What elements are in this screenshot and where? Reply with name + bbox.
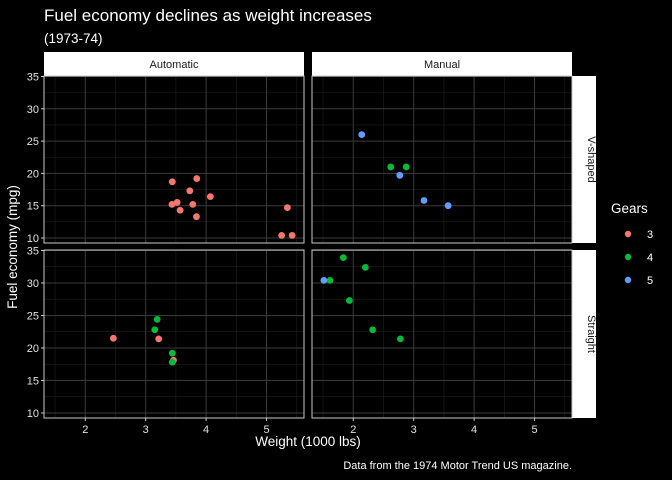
data-point-gear-3 bbox=[168, 200, 176, 208]
data-point-gear-5 bbox=[358, 131, 366, 139]
panel-background bbox=[44, 250, 304, 418]
data-point-gear-3 bbox=[176, 206, 184, 214]
data-point-gear-3 bbox=[186, 187, 194, 195]
y-tick-label: 30 bbox=[27, 278, 39, 290]
data-point-gear-4 bbox=[345, 297, 353, 304]
data-point-gear-3 bbox=[278, 232, 286, 239]
data-point-gear-4 bbox=[168, 349, 176, 357]
data-point-gear-4 bbox=[361, 263, 369, 271]
y-tick-label: 20 bbox=[27, 168, 39, 180]
y-tick-label: 25 bbox=[27, 136, 39, 148]
data-point-gear-3 bbox=[193, 213, 200, 221]
facet-strip-straight bbox=[572, 250, 596, 418]
chart-subtitle: (1973-74) bbox=[44, 31, 103, 46]
panel-background bbox=[312, 250, 572, 418]
panels: Automatic ManualV-shapedStraight101520253… bbox=[27, 52, 597, 436]
data-point-gear-5 bbox=[420, 197, 428, 204]
y-axis-title: Fuel economy (mpg) bbox=[5, 185, 20, 309]
legend-key-5 bbox=[624, 276, 632, 284]
y-tick-label: 10 bbox=[27, 408, 39, 420]
facet-strip-automatic bbox=[44, 52, 304, 76]
data-point-gear-3 bbox=[109, 334, 117, 342]
legend: 3 4 5 bbox=[624, 229, 653, 287]
data-point-gear-3 bbox=[189, 200, 197, 208]
facet-strip-v-shaped bbox=[572, 76, 596, 243]
panel-background bbox=[312, 76, 572, 243]
data-point-gear-5 bbox=[320, 276, 328, 284]
panel-manual-v-shaped bbox=[311, 75, 573, 244]
y-tick-label: 10 bbox=[27, 233, 39, 245]
data-point-gear-3 bbox=[155, 335, 163, 343]
data-point-gear-3 bbox=[206, 193, 214, 201]
x-tick-label: 5 bbox=[531, 424, 537, 436]
panel-border bbox=[311, 249, 573, 419]
legend-key-4 bbox=[624, 253, 632, 261]
data-point-gear-4 bbox=[369, 326, 377, 334]
facet-strip-label: Automatic bbox=[150, 59, 199, 71]
facet-strip-label: Straight bbox=[585, 315, 597, 353]
panel-border bbox=[43, 249, 305, 419]
facet-strip-label: V-shaped bbox=[585, 136, 597, 182]
x-tick-label: 3 bbox=[143, 424, 149, 436]
x-tick-label: 5 bbox=[263, 424, 269, 436]
y-tick-label: 35 bbox=[27, 71, 39, 83]
legend-key-3 bbox=[624, 230, 632, 238]
data-point-gear-5 bbox=[444, 202, 452, 210]
y-tick-label: 30 bbox=[27, 104, 39, 116]
legend-label-5: 5 bbox=[647, 275, 653, 287]
legend-label-3: 3 bbox=[647, 229, 653, 241]
data-point-gear-4 bbox=[168, 358, 176, 366]
data-point-gear-3 bbox=[193, 175, 201, 182]
panel-border bbox=[311, 75, 573, 244]
data-point-gear-5 bbox=[396, 171, 404, 179]
y-tick-label: 15 bbox=[27, 201, 39, 213]
data-point-gear-4 bbox=[339, 254, 347, 262]
x-tick-label: 2 bbox=[82, 424, 88, 436]
data-point-gear-4 bbox=[326, 276, 334, 284]
x-tick-label: 4 bbox=[471, 424, 477, 436]
chart-caption: Data from the 1974 Motor Trend US magazi… bbox=[343, 460, 572, 472]
data-point-gear-3 bbox=[283, 204, 291, 212]
panel-background bbox=[44, 76, 304, 243]
data-point-gear-3 bbox=[168, 178, 176, 186]
data-point-gear-4 bbox=[151, 326, 159, 334]
legend-label-4: 4 bbox=[647, 252, 653, 264]
x-axis-title: Weight (1000 lbs) bbox=[255, 434, 361, 449]
y-tick-label: 20 bbox=[27, 343, 39, 355]
facet-strip-label: Manual bbox=[424, 59, 460, 71]
data-point-gear-4 bbox=[396, 335, 404, 343]
data-point-gear-4 bbox=[153, 315, 161, 323]
y-tick-label: 15 bbox=[27, 375, 39, 387]
y-tick-label: 25 bbox=[27, 310, 39, 322]
data-point-gear-3 bbox=[288, 232, 296, 239]
data-point-gear-4 bbox=[387, 163, 395, 171]
legend-title: Gears bbox=[611, 201, 648, 216]
x-tick-label: 2 bbox=[350, 424, 356, 436]
chart-title: Fuel economy declines as weight increase… bbox=[44, 6, 372, 25]
data-point-gear-4 bbox=[402, 163, 410, 171]
facet-strip-manual bbox=[312, 52, 572, 76]
panel-border bbox=[43, 75, 305, 244]
x-tick-label: 4 bbox=[203, 424, 209, 436]
panel-manual-straight: 2 3 4 5 bbox=[311, 249, 573, 436]
x-tick-label: 3 bbox=[411, 424, 417, 436]
panel-automatic-v-shaped: 10 15 20 25 30 35 bbox=[27, 71, 305, 245]
panel-automatic-straight: 10 15 20 25 30 35 2 3 4 5 bbox=[27, 245, 305, 436]
data-point-gear-3 bbox=[173, 199, 181, 206]
y-tick-label: 35 bbox=[27, 245, 39, 257]
